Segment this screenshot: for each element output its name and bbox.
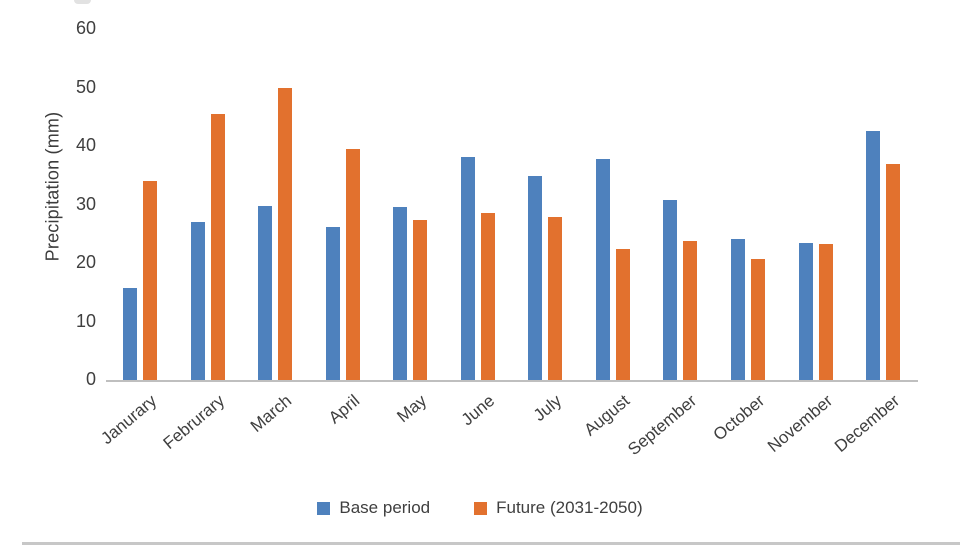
chart-legend: Base period Future (2031-2050) [0,498,960,518]
bar-base-period-november [798,242,813,380]
bar-future-2031-2050--december [886,164,901,380]
bar-base-period-july [528,175,543,380]
y-tick-40: 40 [75,135,96,155]
legend-item-future: Future (2031-2050) [474,498,643,518]
bar-base-period-march [258,205,273,380]
bar-base-period-april [325,226,340,380]
bar-base-period-janurary [123,287,137,380]
bar-future-2031-2050--july [548,216,563,380]
legend-item-base-period: Base period [317,498,430,518]
future-swatch-icon [474,501,488,515]
bar-future-2031-2050--februrary [210,114,225,380]
bar-future-2031-2050--june [480,212,495,380]
bar-base-period-december [866,131,881,380]
y-tick-0: 0 [85,369,96,389]
bar-base-period-october [730,239,745,380]
y-tick-10: 10 [75,310,96,331]
bar-base-period-august [595,159,610,380]
legend-label: Base period [339,498,431,517]
base-period-swatch-icon [317,501,331,515]
bottom-divider-line [22,542,960,545]
bar-future-2031-2050--may [413,220,428,380]
bar-base-period-september [663,200,678,380]
plot-area [106,29,918,382]
bar-base-period-februrary [190,222,205,380]
y-tick-60: 60 [75,18,96,38]
bar-future-2031-2050--august [615,248,630,380]
bar-base-period-june [460,156,475,380]
bar-future-2031-2050--september [683,241,698,380]
y-tick-20: 20 [75,252,96,272]
cropped-edge-artifact [74,0,91,4]
legend-label: Future (2031-2050) [496,498,643,517]
bar-base-period-may [393,206,408,380]
bar-future-2031-2050--april [345,148,360,380]
y-tick-30: 30 [75,193,96,214]
bar-future-2031-2050--october [750,258,765,380]
bar-future-2031-2050--janurary [143,180,157,380]
bar-future-2031-2050--november [818,243,833,380]
bar-future-2031-2050--march [278,87,293,380]
y-tick-50: 50 [75,76,96,97]
